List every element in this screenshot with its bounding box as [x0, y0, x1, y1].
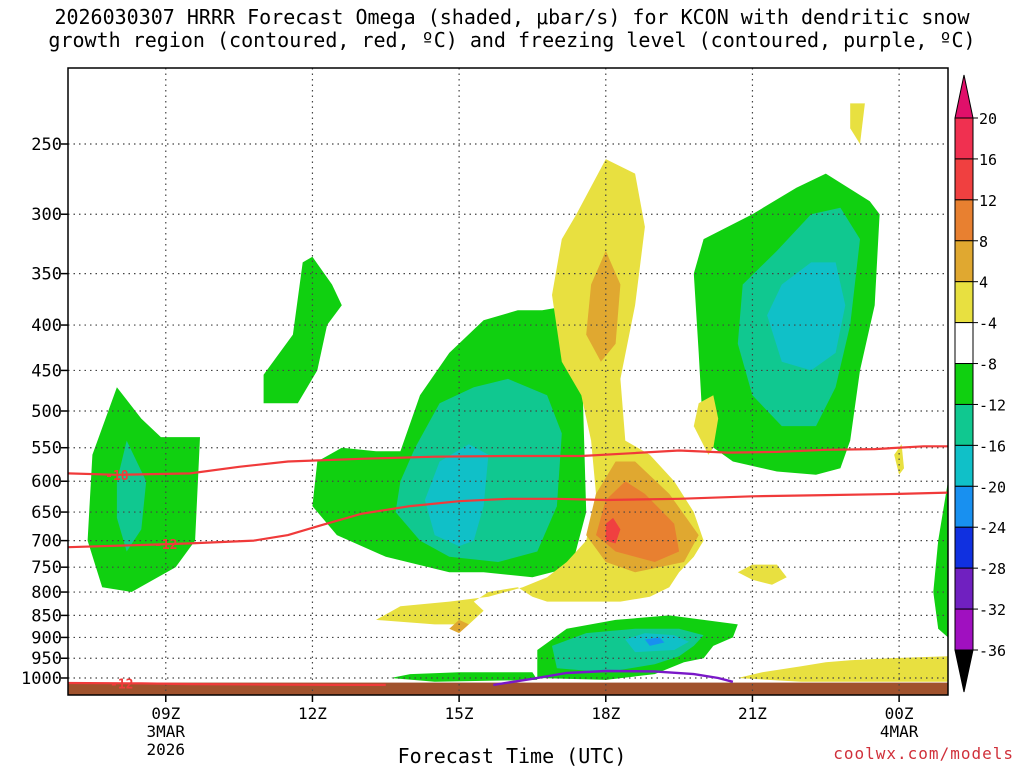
omega-region-12 — [596, 481, 680, 562]
colorbar-band — [954, 526, 974, 569]
omega-region-4 — [850, 103, 865, 144]
colorbar-label: -16 — [979, 437, 1006, 455]
x-tick-label: 09Z — [151, 704, 180, 723]
colorbar-label: 12 — [979, 192, 997, 210]
y-tick-label: 300 — [31, 205, 62, 225]
dgz-contour-label: -12 — [154, 538, 177, 553]
colorbar-label: 16 — [979, 151, 997, 169]
colorbar-band — [954, 567, 974, 610]
colorbar-label: -20 — [979, 478, 1006, 496]
x-tick-label: 21Z — [738, 704, 767, 723]
colorbar-label: -24 — [979, 519, 1006, 537]
colorbar-label: -28 — [979, 560, 1006, 578]
omega-region-neg16 — [424, 444, 489, 547]
x-tick-label: 00Z — [885, 704, 914, 723]
colorbar-label: -32 — [979, 601, 1006, 619]
colorbar-label: 4 — [979, 274, 988, 292]
omega-region-neg8 — [933, 481, 948, 638]
y-tick-label: 750 — [31, 558, 62, 578]
y-tick-label: 600 — [31, 472, 62, 492]
colorbar-band — [954, 444, 974, 487]
x-tick-label: 15Z — [445, 704, 474, 723]
y-tick-label: 1000 — [21, 669, 62, 689]
omega-region-4 — [693, 395, 719, 455]
omega-region-neg20 — [644, 637, 665, 646]
y-tick-label: 900 — [31, 628, 62, 648]
gridlines — [68, 68, 948, 695]
y-tick-label: 450 — [31, 361, 62, 381]
colorbar-band — [954, 485, 974, 528]
plot-frame — [67, 67, 949, 696]
y-tick-label: 700 — [31, 532, 62, 552]
colorbar-band — [954, 117, 974, 160]
omega-shading-layer — [87, 103, 948, 682]
omega-region-neg12 — [116, 440, 147, 552]
colorbar-band — [954, 608, 974, 651]
omega-region-neg8 — [263, 256, 342, 404]
colorbar-top-arrow — [954, 74, 974, 119]
colorbar-band — [954, 281, 974, 324]
colorbar-band — [954, 158, 974, 201]
contour-layer: -18 -12 -12 — [68, 445, 948, 692]
y-tick-label: 650 — [31, 503, 62, 523]
y-tick-label: 350 — [31, 265, 62, 285]
colorbar-label: -12 — [979, 396, 1006, 414]
omega-region-4 — [737, 656, 948, 682]
y-tick-label: 500 — [31, 402, 62, 422]
colorbar-label: -4 — [979, 315, 997, 333]
colorbar: 20 16 12 8 4 -4 -8 -12 -16 -20 -24 -28 -32 -36 — [954, 74, 1006, 693]
dgz-contour-label: -12 — [110, 677, 133, 692]
x-tick-sublabel: 3MAR — [147, 722, 186, 741]
colorbar-band — [954, 363, 974, 405]
dgz-contour-line — [68, 491, 948, 549]
x-axis-title: Forecast Time (UTC) — [397, 744, 627, 768]
y-tick-label: 800 — [31, 583, 62, 603]
dgz-contour-line — [68, 681, 386, 687]
x-tick-label: 18Z — [591, 704, 620, 723]
dgz-contour-label: -18 — [105, 469, 129, 484]
colorbar-label: 20 — [979, 110, 997, 128]
colorbar-label: -8 — [979, 356, 997, 374]
y-tick-label: 850 — [31, 606, 62, 626]
omega-region-4 — [737, 564, 787, 585]
credit-text: coolwx.com/models — [833, 744, 1014, 763]
omega-region-neg16 — [767, 262, 846, 371]
omega-region-16 — [605, 517, 621, 544]
x-tick-sublabel: 2026 — [147, 740, 186, 759]
dgz-contour-line — [68, 445, 948, 476]
x-tick-sublabel: 4MAR — [880, 722, 919, 741]
chart-title: 2026030307 HRRR Forecast Omega (shaded, … — [48, 5, 976, 52]
x-tick-label: 12Z — [298, 704, 327, 723]
y-tick-label: 950 — [31, 649, 62, 669]
colorbar-label: -36 — [979, 642, 1006, 660]
colorbar-bottom-arrow — [954, 649, 974, 693]
y-tick-label: 550 — [31, 439, 62, 459]
y-axis: 2503003504004505005506006507007508008509… — [21, 135, 68, 689]
y-tick-label: 400 — [31, 316, 62, 336]
colorbar-band — [954, 322, 974, 365]
omega-region-neg8 — [390, 672, 538, 682]
y-tick-label: 250 — [31, 135, 62, 155]
omega-region-8 — [586, 250, 621, 362]
colorbar-band — [954, 240, 974, 283]
freezing-level-contour — [493, 669, 734, 687]
omega-region-8 — [449, 619, 469, 634]
colorbar-band — [954, 403, 974, 446]
colorbar-label: 8 — [979, 233, 988, 251]
colorbar-band — [954, 199, 974, 242]
